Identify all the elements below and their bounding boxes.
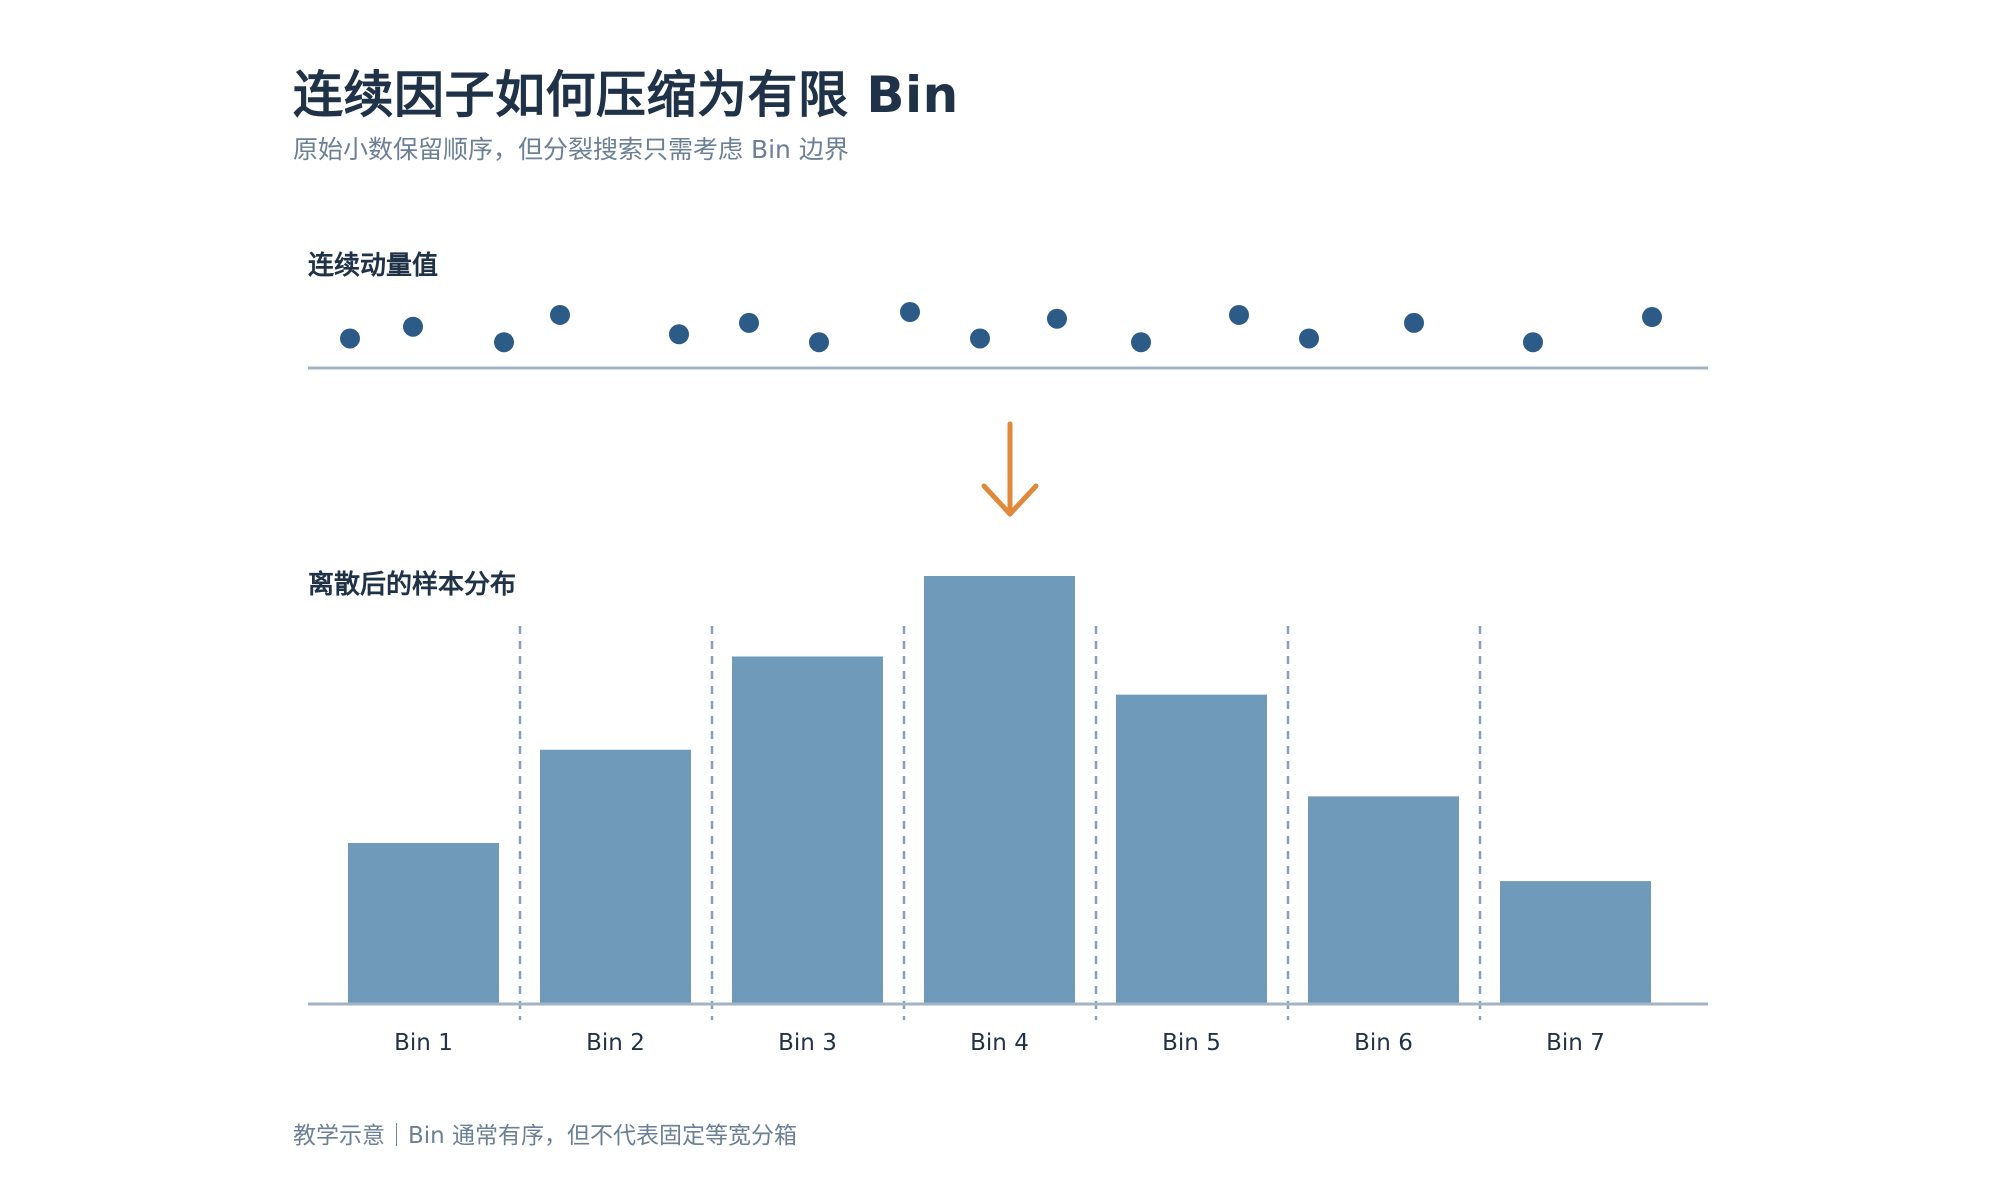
data-point bbox=[739, 312, 759, 333]
page-subtitle: 原始小数保留顺序，但分裂搜索只需考虑 Bin 边界 bbox=[293, 135, 849, 164]
bar bbox=[1500, 881, 1651, 1004]
footer-note: 教学示意｜Bin 通常有序，但不代表固定等宽分箱 bbox=[293, 1123, 798, 1149]
data-point bbox=[550, 304, 570, 325]
bar bbox=[1116, 694, 1267, 1004]
data-point bbox=[403, 316, 423, 337]
binned-distribution-label: 离散后的样本分布 bbox=[308, 570, 517, 600]
bin-label: Bin 5 bbox=[1162, 1030, 1221, 1056]
data-point bbox=[1131, 332, 1151, 353]
data-point bbox=[1642, 307, 1662, 328]
bar bbox=[1308, 796, 1459, 1004]
data-point bbox=[494, 332, 514, 353]
continuous-values-label: 连续动量值 bbox=[308, 251, 439, 281]
bin-bars bbox=[348, 576, 1651, 1004]
bin-boundaries bbox=[518, 626, 1482, 1020]
down-arrow-icon bbox=[981, 421, 1039, 517]
data-point bbox=[1523, 332, 1543, 353]
bin-label: Bin 3 bbox=[778, 1030, 837, 1056]
bin-label: Bin 4 bbox=[970, 1030, 1029, 1056]
data-point bbox=[1404, 312, 1424, 333]
bin-label: Bin 7 bbox=[1546, 1030, 1605, 1056]
data-point bbox=[970, 328, 990, 349]
continuous-dots bbox=[340, 302, 1662, 353]
data-point bbox=[669, 324, 689, 345]
bin-labels: Bin 1 Bin 2 Bin 3 Bin 4 Bin 5 Bin 6 Bin 7 bbox=[394, 1030, 1605, 1056]
bar bbox=[924, 576, 1075, 1004]
data-point bbox=[809, 332, 829, 353]
data-point bbox=[1299, 328, 1319, 349]
data-point bbox=[340, 328, 360, 349]
bar bbox=[348, 842, 499, 1004]
bin-label: Bin 2 bbox=[586, 1030, 645, 1056]
bin-label: Bin 1 bbox=[394, 1030, 453, 1056]
data-point bbox=[1047, 308, 1067, 329]
bin-label: Bin 6 bbox=[1354, 1030, 1413, 1056]
bar bbox=[540, 749, 691, 1004]
page-title: 连续因子如何压缩为有限 Bin bbox=[293, 66, 959, 124]
bar bbox=[732, 656, 883, 1004]
data-point bbox=[900, 302, 920, 322]
data-point bbox=[1229, 304, 1249, 325]
